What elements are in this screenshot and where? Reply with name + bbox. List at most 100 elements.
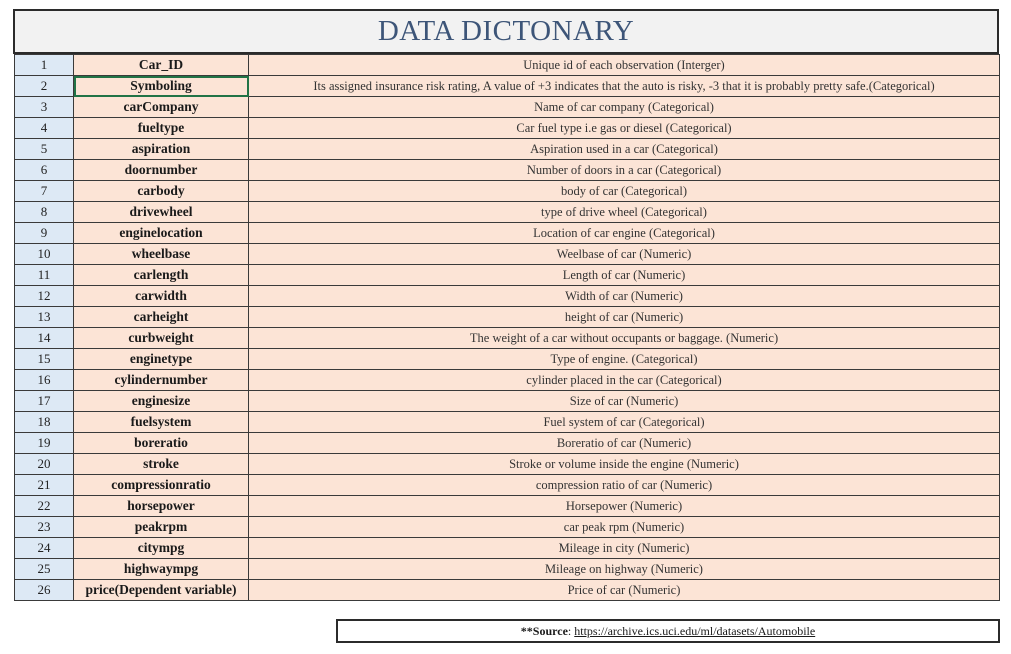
variable-name-cell[interactable]: horsepower — [73, 495, 249, 517]
description-cell[interactable]: Unique id of each observation (Interger) — [248, 54, 1000, 76]
variable-name-cell[interactable]: boreratio — [73, 432, 249, 454]
row-number-cell[interactable]: 15 — [14, 348, 74, 370]
variable-name-cell[interactable]: drivewheel — [73, 201, 249, 223]
row-number-cell[interactable]: 1 — [14, 54, 74, 76]
variable-name-cell[interactable]: carCompany — [73, 96, 249, 118]
row-number-cell[interactable]: 20 — [14, 453, 74, 475]
row-number-cell[interactable]: 7 — [14, 180, 74, 202]
variable-name-cell[interactable]: carbody — [73, 180, 249, 202]
table-row: 2 Symboling Its assigned insurance risk ra… — [14, 75, 1000, 97]
variable-name-cell[interactable]: citympg — [73, 537, 249, 559]
description-cell[interactable]: Mileage on highway (Numeric) — [248, 558, 1000, 580]
variable-name-cell[interactable]: peakrpm — [73, 516, 249, 538]
table-row: 7 carbody body of car (Categorical) — [14, 180, 1000, 202]
table-row: 20 stroke Stroke or volume inside the engi… — [14, 453, 1000, 475]
variable-name-cell[interactable]: enginelocation — [73, 222, 249, 244]
table-row: 23 peakrpm car peak rpm (Numeric) — [14, 516, 1000, 538]
row-number-cell[interactable]: 10 — [14, 243, 74, 265]
source-label: **Source — [520, 623, 568, 638]
row-number-cell[interactable]: 24 — [14, 537, 74, 559]
row-number-cell[interactable]: 23 — [14, 516, 74, 538]
description-cell[interactable]: Weelbase of car (Numeric) — [248, 243, 1000, 265]
row-number-cell[interactable]: 9 — [14, 222, 74, 244]
row-number-cell[interactable]: 17 — [14, 390, 74, 412]
description-cell[interactable]: Location of car engine (Categorical) — [248, 222, 1000, 244]
row-number-cell[interactable]: 13 — [14, 306, 74, 328]
table-row: 1 Car_ID Unique id of each observation (In… — [14, 54, 1000, 76]
description-cell[interactable]: Fuel system of car (Categorical) — [248, 411, 1000, 433]
variable-name-cell[interactable]: carwidth — [73, 285, 249, 307]
description-cell[interactable]: car peak rpm (Numeric) — [248, 516, 1000, 538]
row-number-cell[interactable]: 26 — [14, 579, 74, 601]
variable-name-cell[interactable]: price(Dependent variable) — [73, 579, 249, 601]
row-number-cell[interactable]: 21 — [14, 474, 74, 496]
table-row: 12 carwidth Width of car (Numeric) — [14, 285, 1000, 307]
description-cell[interactable]: Width of car (Numeric) — [248, 285, 1000, 307]
row-number-cell[interactable]: 16 — [14, 369, 74, 391]
row-number-cell[interactable]: 5 — [14, 138, 74, 160]
row-number-cell[interactable]: 22 — [14, 495, 74, 517]
description-cell[interactable]: height of car (Numeric) — [248, 306, 1000, 328]
variable-name-cell[interactable]: curbweight — [73, 327, 249, 349]
row-number-cell[interactable]: 6 — [14, 159, 74, 181]
table-row: 25 highwaympg Mileage on highway (Numeric) — [14, 558, 1000, 580]
table-row: 10 wheelbase Weelbase of car (Numeric) — [14, 243, 1000, 265]
table-row: 21 compressionratio compression ratio of c… — [14, 474, 1000, 496]
description-cell[interactable]: Length of car (Numeric) — [248, 264, 1000, 286]
variable-name-cell[interactable]: fuelsystem — [73, 411, 249, 433]
table-row: 22 horsepower Horsepower (Numeric) — [14, 495, 1000, 517]
description-cell[interactable]: Boreratio of car (Numeric) — [248, 432, 1000, 454]
table-row: 13 carheight height of car (Numeric) — [14, 306, 1000, 328]
variable-name-cell[interactable]: carheight — [73, 306, 249, 328]
table-row: 8 drivewheel type of drive wheel (Categori… — [14, 201, 1000, 223]
variable-name-cell[interactable]: wheelbase — [73, 243, 249, 265]
row-number-cell[interactable]: 2 — [14, 75, 74, 97]
variable-name-cell[interactable]: Symboling — [73, 75, 249, 97]
variable-name-cell[interactable]: enginesize — [73, 390, 249, 412]
row-number-cell[interactable]: 3 — [14, 96, 74, 118]
variable-name-cell[interactable]: aspiration — [73, 138, 249, 160]
variable-name-cell[interactable]: Car_ID — [73, 54, 249, 76]
table-row: 5 aspiration Aspiration used in a car (Cat… — [14, 138, 1000, 160]
table-row: 15 enginetype Type of engine. (Categorical… — [14, 348, 1000, 370]
description-cell[interactable]: Stroke or volume inside the engine (Nume… — [248, 453, 1000, 475]
variable-name-cell[interactable]: compressionratio — [73, 474, 249, 496]
source-link[interactable]: https://archive.ics.uci.edu/ml/datasets/… — [574, 623, 816, 638]
variable-name-cell[interactable]: cylindernumber — [73, 369, 249, 391]
row-number-cell[interactable]: 19 — [14, 432, 74, 454]
description-cell[interactable]: Number of doors in a car (Categorical) — [248, 159, 1000, 181]
row-number-cell[interactable]: 4 — [14, 117, 74, 139]
row-number-cell[interactable]: 11 — [14, 264, 74, 286]
variable-name-cell[interactable]: carlength — [73, 264, 249, 286]
description-cell[interactable]: Price of car (Numeric) — [248, 579, 1000, 601]
description-cell[interactable]: cylinder placed in the car (Categorical) — [248, 369, 1000, 391]
variable-name-cell[interactable]: doornumber — [73, 159, 249, 181]
table-row: 16 cylindernumber cylinder placed in the c… — [14, 369, 1000, 391]
description-cell[interactable]: compression ratio of car (Numeric) — [248, 474, 1000, 496]
table-row: 11 carlength Length of car (Numeric) — [14, 264, 1000, 286]
description-cell[interactable]: Horsepower (Numeric) — [248, 495, 1000, 517]
variable-name-cell[interactable]: highwaympg — [73, 558, 249, 580]
description-cell[interactable]: Name of car company (Categorical) — [248, 96, 1000, 118]
description-cell[interactable]: Mileage in city (Numeric) — [248, 537, 1000, 559]
row-number-cell[interactable]: 18 — [14, 411, 74, 433]
description-cell[interactable]: Type of engine. (Categorical) — [248, 348, 1000, 370]
table-row: 3 carCompany Name of car company (Categori… — [14, 96, 1000, 118]
table-row: 4 fueltype Car fuel type i.e gas or diesel… — [14, 117, 1000, 139]
table-row: 17 enginesize Size of car (Numeric) — [14, 390, 1000, 412]
description-cell[interactable]: The weight of a car without occupants or… — [248, 327, 1000, 349]
description-cell[interactable]: Aspiration used in a car (Categorical) — [248, 138, 1000, 160]
description-cell[interactable]: type of drive wheel (Categorical) — [248, 201, 1000, 223]
row-number-cell[interactable]: 12 — [14, 285, 74, 307]
description-cell[interactable]: Size of car (Numeric) — [248, 390, 1000, 412]
variable-name-cell[interactable]: stroke — [73, 453, 249, 475]
row-number-cell[interactable]: 14 — [14, 327, 74, 349]
row-number-cell[interactable]: 8 — [14, 201, 74, 223]
description-cell[interactable]: Car fuel type i.e gas or diesel (Categor… — [248, 117, 1000, 139]
table-row: 6 doornumber Number of doors in a car (Cat… — [14, 159, 1000, 181]
description-cell[interactable]: body of car (Categorical) — [248, 180, 1000, 202]
variable-name-cell[interactable]: fueltype — [73, 117, 249, 139]
variable-name-cell[interactable]: enginetype — [73, 348, 249, 370]
row-number-cell[interactable]: 25 — [14, 558, 74, 580]
description-cell[interactable]: Its assigned insurance risk rating, A va… — [248, 75, 1000, 97]
